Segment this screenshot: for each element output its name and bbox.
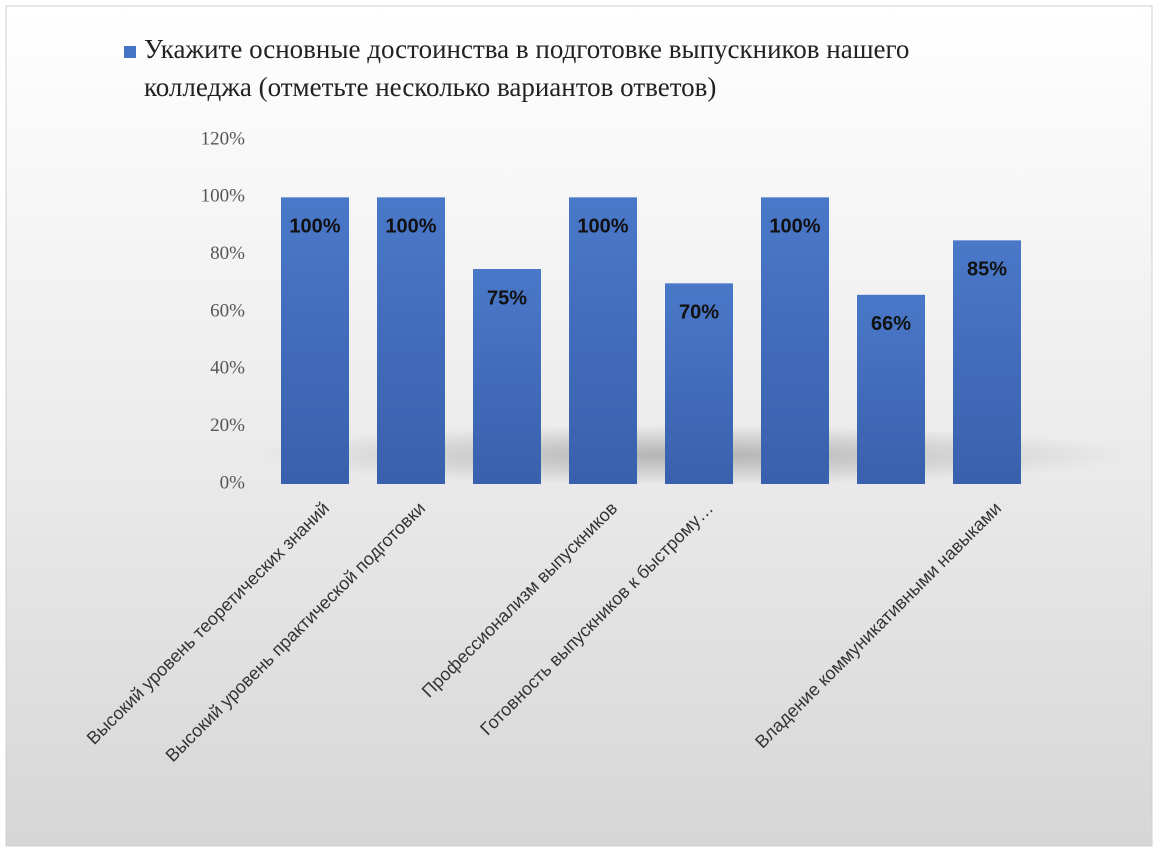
bar xyxy=(665,283,733,484)
y-tick-label: 60% xyxy=(210,300,245,321)
bar xyxy=(569,197,637,485)
y-tick-label: 120% xyxy=(201,128,246,149)
y-tick-label: 40% xyxy=(210,358,245,379)
y-tick-label: 20% xyxy=(210,415,245,436)
bar xyxy=(281,197,349,485)
data-label: 100% xyxy=(385,216,436,238)
data-label: 100% xyxy=(769,216,820,238)
data-label: 100% xyxy=(289,216,340,238)
bar xyxy=(953,240,1021,484)
legend-swatch xyxy=(124,46,136,58)
data-label: 70% xyxy=(679,302,719,324)
y-tick-label: 100% xyxy=(201,186,246,207)
data-label: 75% xyxy=(487,287,527,309)
y-tick-label: 80% xyxy=(210,243,245,264)
bar xyxy=(473,269,541,484)
bar xyxy=(377,197,445,485)
bar xyxy=(761,197,829,485)
data-label: 66% xyxy=(871,313,911,335)
y-tick-label: 0% xyxy=(220,472,246,493)
bar xyxy=(857,294,925,484)
data-label: 100% xyxy=(577,216,628,238)
legend-label: Укажите основные достоинства в подготовк… xyxy=(144,34,909,102)
data-label: 85% xyxy=(967,259,1007,281)
